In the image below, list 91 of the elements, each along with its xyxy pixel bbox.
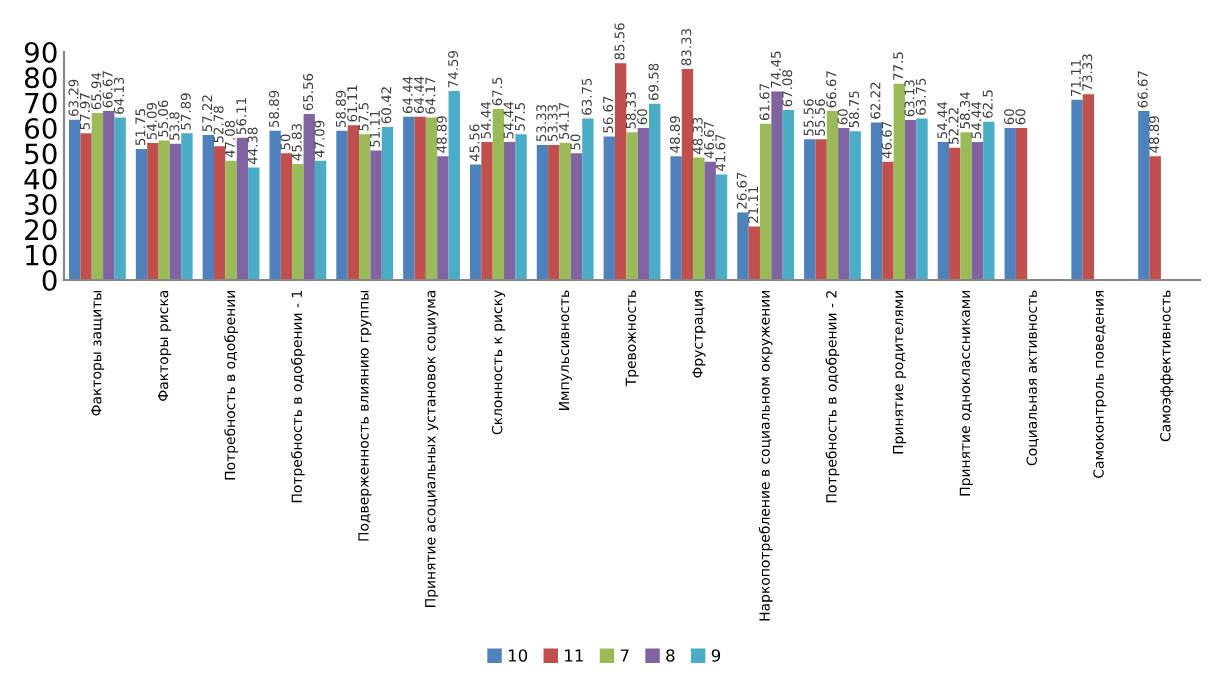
bar — [771, 91, 783, 280]
bar — [1071, 99, 1083, 280]
bar — [870, 122, 883, 280]
bar — [181, 133, 193, 280]
bar — [737, 212, 749, 280]
bar — [147, 142, 159, 280]
y-tick-label: 40 — [24, 168, 57, 190]
bar — [1082, 94, 1095, 280]
bar — [280, 153, 293, 280]
bar — [114, 117, 126, 280]
bar — [370, 150, 382, 280]
bar — [826, 111, 839, 280]
bar — [782, 110, 795, 280]
y-tick-label: 0 — [42, 269, 57, 291]
legend-label: 11 — [565, 649, 583, 662]
bar — [359, 134, 371, 280]
bar — [448, 91, 460, 280]
bar — [303, 113, 315, 280]
bar — [225, 160, 237, 280]
bar — [336, 130, 348, 280]
bar — [214, 146, 226, 280]
bar — [904, 120, 917, 280]
bar — [971, 142, 984, 280]
bar — [292, 163, 304, 280]
bar — [515, 134, 527, 280]
legend-label: 10 — [508, 649, 528, 662]
bar — [169, 143, 182, 280]
legend-label: 9 — [711, 649, 721, 662]
bar — [916, 118, 928, 280]
bar — [937, 142, 950, 280]
bar — [960, 132, 972, 280]
bar — [882, 161, 894, 280]
bar — [693, 157, 705, 280]
bar — [536, 144, 549, 280]
legend-label: 8 — [666, 649, 675, 662]
bar — [759, 123, 772, 280]
bar — [80, 133, 92, 280]
bar — [314, 160, 327, 280]
bar — [437, 156, 449, 280]
bar — [626, 132, 638, 280]
bar — [582, 118, 594, 280]
bar — [202, 135, 215, 280]
bar — [838, 128, 850, 280]
bar — [1004, 128, 1016, 280]
bar — [681, 68, 694, 280]
bar — [469, 164, 482, 280]
bar — [103, 111, 115, 280]
bar — [481, 142, 493, 280]
bar — [69, 119, 81, 280]
bar — [983, 121, 995, 280]
bar — [637, 128, 650, 280]
y-tick-label: 60 — [25, 117, 57, 139]
bar — [804, 139, 816, 280]
bar — [91, 112, 104, 280]
bar — [949, 147, 961, 280]
y-tick-label: 30 — [25, 193, 57, 215]
bar — [1149, 156, 1161, 280]
bar — [492, 109, 505, 280]
legend-label: 7 — [620, 649, 629, 662]
bar — [748, 226, 760, 280]
bar — [649, 103, 661, 280]
y-tick-label: 80 — [24, 67, 57, 89]
bar — [893, 83, 905, 280]
bar — [849, 131, 861, 280]
bar — [347, 125, 360, 280]
bar — [504, 142, 516, 280]
y-tick-label: 20 — [25, 219, 57, 241]
y-tick-label: 10 — [26, 244, 57, 266]
bar — [414, 116, 426, 280]
bar — [548, 144, 560, 280]
bar — [570, 153, 583, 280]
bar — [236, 137, 249, 280]
y-tick-label: 70 — [25, 92, 57, 114]
bar — [670, 156, 682, 280]
bar — [1015, 128, 1028, 280]
bar — [248, 167, 260, 280]
bar — [1138, 111, 1150, 280]
bar — [815, 139, 827, 280]
bar — [425, 117, 438, 280]
bar — [135, 148, 148, 280]
bar — [614, 63, 627, 280]
y-tick-label: 50 — [25, 143, 57, 165]
bar — [704, 161, 716, 280]
bar — [603, 136, 615, 280]
y-tick-label: 90 — [24, 41, 57, 63]
bar — [269, 130, 281, 280]
bar — [403, 116, 415, 280]
bar — [158, 140, 170, 280]
bar — [381, 126, 394, 280]
bar — [715, 174, 728, 280]
bar — [559, 142, 571, 280]
